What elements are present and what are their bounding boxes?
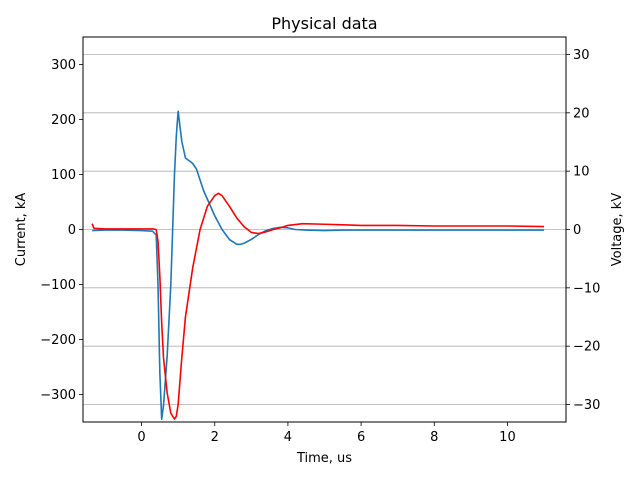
current-series-line (92, 110, 545, 421)
x-tick-label: 0 (137, 430, 145, 445)
y-right-tick-label: 10 (573, 165, 590, 180)
y-left-tick-label: 100 (51, 168, 76, 183)
chart-title: Physical data (271, 14, 377, 33)
y-right-tick-label: −30 (573, 398, 600, 413)
y-right-tick-label: 0 (573, 223, 581, 238)
y-left-tick-label: −100 (40, 278, 76, 293)
x-tick-label: 2 (211, 430, 219, 445)
y-axis-right-label: Voltage, kV (610, 193, 625, 267)
series-layer (91, 110, 545, 421)
y-left-tick-label: 300 (51, 58, 76, 73)
x-axis-label: Time, us (296, 451, 352, 466)
y-axis-left-label: Current, kA (14, 193, 29, 267)
y-right-tick-label: −10 (573, 281, 600, 296)
y-left-tick-label: −300 (40, 388, 76, 403)
y-right-tick-label: 20 (573, 106, 590, 121)
y-right-tick-label: 30 (573, 48, 590, 63)
x-tick-label: 4 (284, 430, 292, 445)
ticks: 0 2 4 6 8 10−300−200−1000100200300−30−20−1001… (40, 48, 600, 445)
y-left-tick-label: 0 (68, 223, 76, 238)
x-tick-label: 6 (357, 430, 365, 445)
y-left-tick-label: −200 (40, 333, 76, 348)
voltage-series-line (91, 192, 545, 420)
y-left-tick-label: 200 (51, 113, 76, 128)
x-tick-label: 8 (430, 430, 438, 445)
y-right-tick-label: −20 (573, 340, 600, 355)
x-tick-label: 10 (499, 430, 516, 445)
